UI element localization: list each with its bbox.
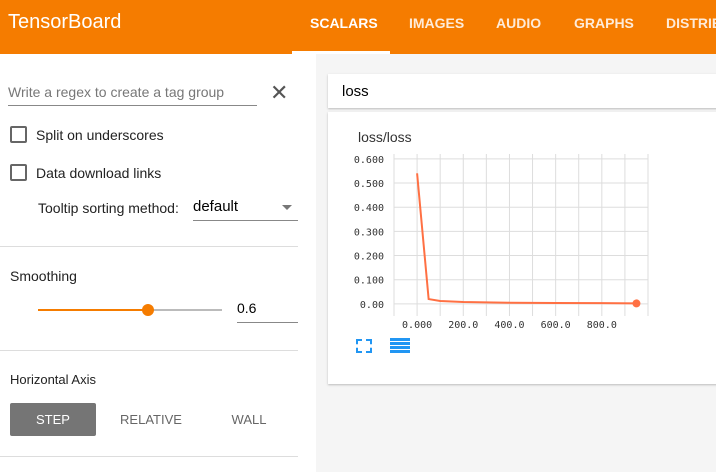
split-underscores-label: Split on underscores	[36, 127, 164, 143]
tab-audio[interactable]: AUDIO	[496, 15, 542, 31]
chart-card: loss/loss 0.600 0.500 0.400 0.300 0.200 0.100…	[328, 112, 716, 384]
tag-group-name: loss	[342, 83, 369, 100]
y-tick-label: 0.200	[354, 252, 384, 263]
clear-icon[interactable]: ✕	[270, 80, 289, 105]
last-point-marker	[632, 299, 641, 308]
tooltip-sort-select[interactable]: default	[193, 198, 298, 221]
data-download-checkbox[interactable]	[10, 164, 27, 181]
y-tick-label: 0.600	[354, 155, 384, 166]
y-tick-label: 0.00	[360, 300, 384, 311]
loss-series-line	[416, 173, 637, 305]
regex-input[interactable]: Write a regex to create a tag group	[8, 84, 257, 106]
divider	[0, 350, 298, 351]
smoothing-slider[interactable]	[38, 304, 222, 316]
tab-graphs[interactable]: GRAPHS	[574, 15, 634, 31]
step-button[interactable]: STEP	[10, 403, 96, 436]
tab-scalars[interactable]: SCALARS	[310, 15, 378, 31]
smoothing-label: Smoothing	[10, 268, 77, 284]
fullscreen-icon[interactable]	[356, 339, 372, 353]
x-tick-label: 800.0	[587, 320, 617, 331]
y-tick-label: 0.300	[354, 227, 384, 238]
top-bar: TensorBoard SCALARS IMAGES AUDIO GRAPHS …	[0, 0, 716, 54]
x-tick-label: 200.0	[448, 320, 478, 331]
tag-group-header[interactable]: loss	[328, 74, 716, 108]
divider	[0, 456, 298, 457]
chart-title: loss/loss	[358, 129, 412, 145]
tab-distributions[interactable]: DISTRIB	[666, 15, 716, 31]
y-tick-label: 0.100	[354, 276, 384, 287]
tooltip-sort-value: default	[193, 198, 239, 215]
active-tab-indicator	[292, 51, 390, 54]
dropdown-arrow-icon	[282, 205, 292, 210]
divider	[0, 246, 298, 247]
smoothing-value-input[interactable]: 0.6	[237, 300, 298, 323]
split-underscores-checkbox[interactable]	[10, 126, 27, 143]
app-title: TensorBoard	[8, 11, 122, 33]
loss-chart[interactable]: 0.600 0.500 0.400 0.300 0.200 0.100 0.00 0.000 2…	[328, 112, 716, 384]
tooltip-sort-label: Tooltip sorting method:	[38, 200, 179, 216]
x-tick-label: 0.000	[402, 320, 432, 331]
y-tick-label: 0.400	[354, 203, 384, 214]
data-download-label: Data download links	[36, 165, 162, 181]
y-tick-label: 0.500	[354, 179, 384, 190]
x-tick-label: 600.0	[541, 320, 571, 331]
wall-button[interactable]: WALL	[231, 412, 267, 427]
x-tick-label: 400.0	[494, 320, 524, 331]
slider-thumb[interactable]	[142, 304, 155, 316]
tab-images[interactable]: IMAGES	[409, 15, 465, 31]
sidebar	[0, 54, 316, 472]
relative-button[interactable]: RELATIVE	[120, 412, 182, 427]
toggle-log-scale-icon[interactable]	[390, 338, 410, 354]
horizontal-axis-label: Horizontal Axis	[10, 372, 96, 387]
